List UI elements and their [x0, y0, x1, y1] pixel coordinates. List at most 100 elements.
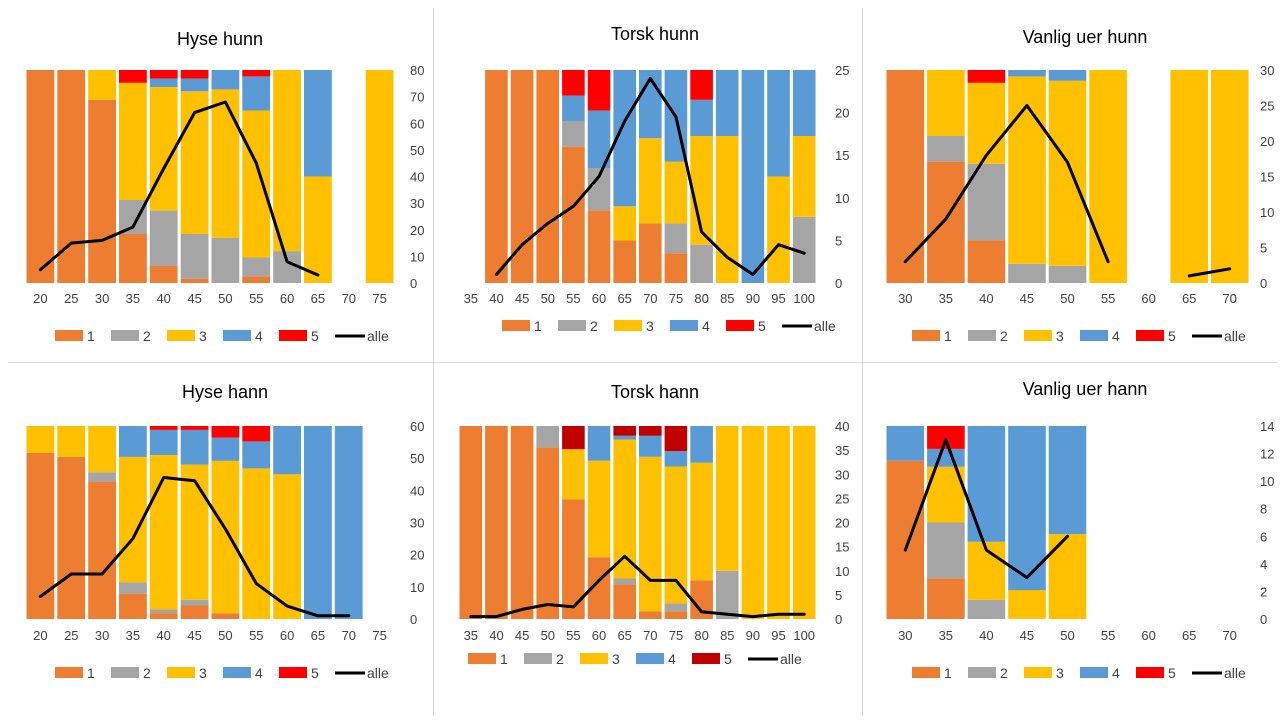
chart6-legend-label-1: 1	[944, 665, 952, 681]
chart5-legend-swatch-2	[524, 653, 552, 664]
chart4-y2tick-10: 10	[410, 580, 424, 595]
chart3-y2tick-0: 0	[1260, 276, 1267, 291]
chart4-bar-45-s4	[180, 429, 209, 465]
chart1-xtick-25: 25	[64, 291, 78, 306]
chart6-xtick-70: 70	[1222, 628, 1236, 643]
chart1-title: Hyse hunn	[177, 29, 263, 49]
chart1-legend-label-5: 5	[311, 328, 319, 344]
chart1-bar-50-s3	[211, 89, 240, 238]
chart2-y2tick-5: 5	[835, 233, 842, 248]
chart1-bar-35-s5	[119, 70, 147, 83]
chart5-xtick-100: 100	[793, 628, 815, 643]
chart5-y2tick-35: 35	[835, 443, 849, 458]
chart2-legend-label-3: 3	[646, 318, 654, 334]
chart4-xtick-70: 70	[342, 628, 356, 643]
chart3-legend-swatch-2	[968, 330, 996, 341]
chart1-xtick-70: 70	[342, 291, 356, 306]
chart1-legend-label-4: 4	[255, 328, 263, 344]
chart3-legend-label-alle: alle	[1224, 328, 1246, 344]
chart5-bar-75-s1	[664, 611, 688, 619]
chart5-bar-40-s1	[485, 426, 508, 619]
chart3-xtick-60: 60	[1141, 291, 1155, 306]
chart1-bar-60-s3	[273, 70, 301, 252]
chart4-bar-45-s1	[180, 605, 209, 619]
chart4-bar-30-s3	[88, 426, 116, 473]
chart2-legend-label-alle: alle	[814, 318, 836, 334]
chart5-y2tick-0: 0	[835, 612, 842, 627]
chart3-line-alle	[903, 104, 1232, 278]
chart2-xtick-90: 90	[746, 291, 760, 306]
chart1-legend-swatch-4	[223, 330, 251, 341]
chart5-legend-label-2: 2	[556, 651, 564, 667]
chart4-y2tick-60: 60	[410, 419, 424, 434]
chart6-legend-label-3: 3	[1056, 665, 1064, 681]
chart5-xtick-55: 55	[566, 628, 580, 643]
chart2-y2tick-20: 20	[835, 106, 849, 121]
chart6-legend-swatch-3	[1024, 667, 1052, 678]
chart5-bar-65-s4	[613, 435, 636, 440]
chart4-legend-label-4: 4	[255, 665, 263, 681]
chart2-bar-55-s2	[562, 121, 585, 147]
chart5-xtick-75: 75	[669, 628, 683, 643]
chart4-xtick-25: 25	[64, 628, 78, 643]
chart6-xtick-55: 55	[1101, 628, 1115, 643]
chart1-y2tick-0: 0	[410, 276, 417, 291]
chart1-xtick-35: 35	[126, 291, 140, 306]
chart5-xtick-50: 50	[541, 628, 555, 643]
chart4-legend-label-2: 2	[143, 665, 151, 681]
chart4-bar-55-s5	[242, 426, 271, 442]
chart4-legend-swatch-3	[167, 667, 195, 678]
chart2-bar-55-s5	[562, 70, 585, 96]
chart2-xtick-100: 100	[793, 291, 815, 306]
chart4-bar-40-s2	[149, 609, 178, 614]
chart2-bar-100-s4	[792, 70, 816, 136]
chart1-bar-40-s5	[149, 70, 178, 79]
chart3-xtick-30: 30	[898, 291, 912, 306]
chart6-xtick-45: 45	[1020, 628, 1034, 643]
chart2-bar-55-s4	[562, 95, 585, 122]
chart6-y2tick-0: 0	[1260, 612, 1267, 627]
chart6-bar-40-s4	[967, 426, 1006, 542]
chart4-y2tick-50: 50	[410, 451, 424, 466]
chart5-xtick-60: 60	[592, 628, 606, 643]
chart2-xtick-55: 55	[566, 291, 580, 306]
chart4-y2tick-0: 0	[410, 612, 417, 627]
chart5-bar-70-s3	[639, 456, 662, 612]
chart2-xtick-65: 65	[617, 291, 631, 306]
chart3-bar-45-s2	[1008, 263, 1046, 283]
chart1-y2tick-80: 80	[410, 63, 424, 78]
chart1-legend-swatch-1	[55, 330, 83, 341]
chart3-legend-label-4: 4	[1112, 328, 1120, 344]
chart1-y2tick-60: 60	[410, 116, 424, 131]
chart1-xtick-60: 60	[280, 291, 294, 306]
chart1-xtick-30: 30	[95, 291, 109, 306]
chart5-legend-swatch-4	[636, 653, 664, 664]
chart2-bar-95-s4	[767, 70, 790, 177]
chart1-xtick-65: 65	[311, 291, 325, 306]
chart1-bar-30-s1	[88, 99, 116, 283]
chart5-bar-80-s4	[690, 426, 713, 463]
chart4-legend-label-3: 3	[199, 665, 207, 681]
chart1-bar-40-s4	[149, 78, 178, 87]
chart4-bar-50-s1	[211, 613, 240, 619]
chart4-legend-label-1: 1	[87, 665, 95, 681]
chart3-legend-swatch-1	[912, 330, 940, 341]
chart3-bar-55-s3	[1089, 70, 1127, 283]
chart2-legend-label-4: 4	[702, 318, 710, 334]
chart2-bar-65-s4	[613, 70, 636, 207]
chart1-bar-55-s5	[242, 70, 271, 77]
chart4-y2tick-40: 40	[410, 483, 424, 498]
chart5-bar-55-s5	[562, 426, 585, 450]
chart1-legend-swatch-5	[279, 330, 307, 341]
chart1-xtick-45: 45	[187, 291, 201, 306]
chart1-y2tick-10: 10	[410, 249, 424, 264]
chart1-bar-45-s1	[180, 278, 209, 283]
chart6-legend-swatch-1	[912, 667, 940, 678]
chart4-bar-60-s4	[273, 426, 301, 475]
chart2-xtick-60: 60	[592, 291, 606, 306]
chart6-y2tick-4: 4	[1260, 557, 1267, 572]
chart2-xtick-85: 85	[720, 291, 734, 306]
chart2-bar-75-s2	[664, 223, 688, 254]
chart2-bar-100-s3	[792, 136, 816, 217]
